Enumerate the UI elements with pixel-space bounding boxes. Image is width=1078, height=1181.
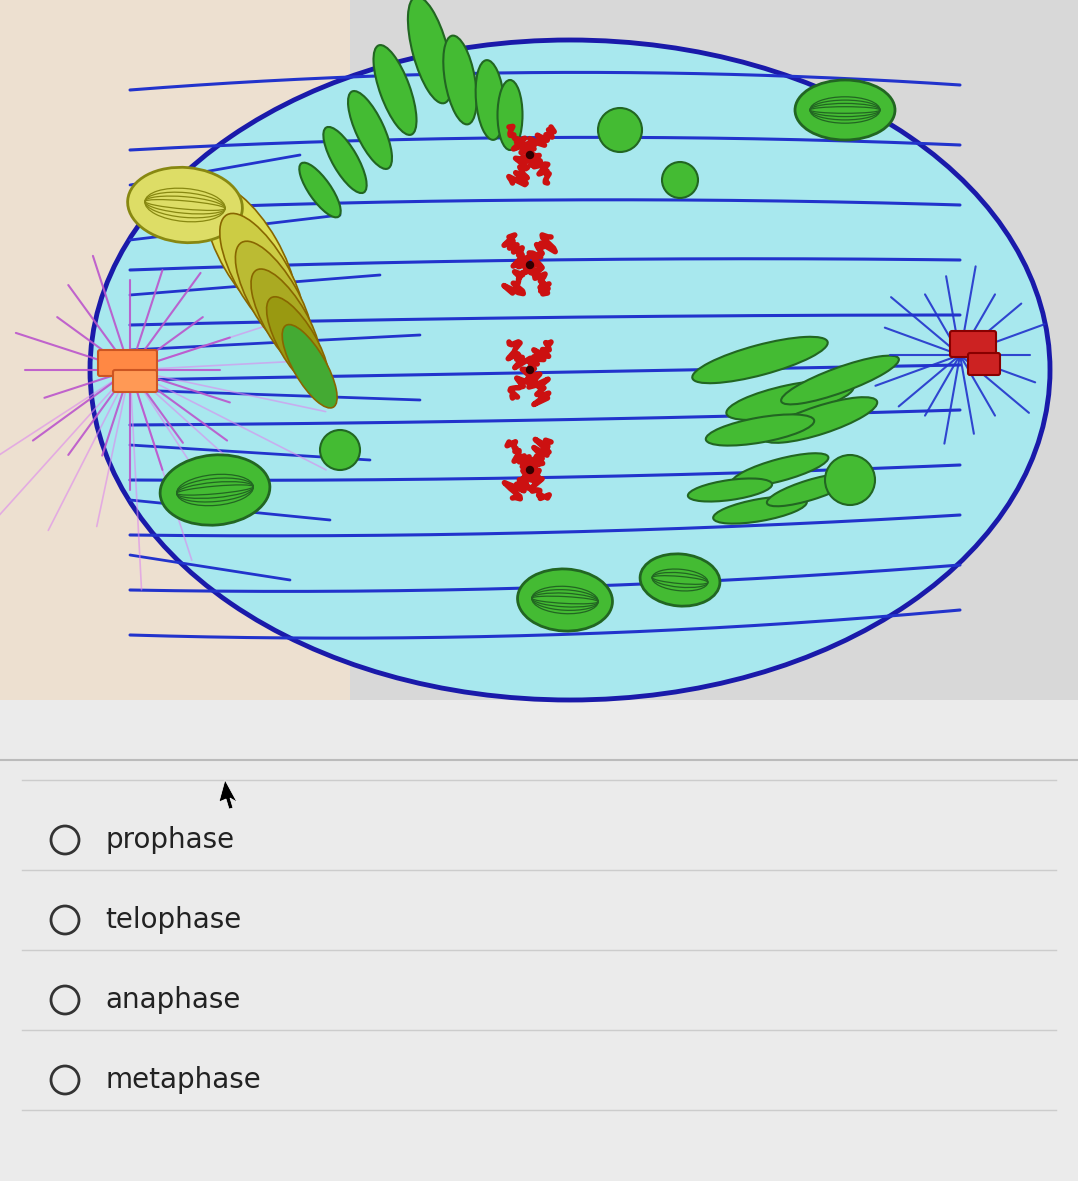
Ellipse shape — [498, 80, 523, 150]
Ellipse shape — [517, 569, 612, 631]
Text: metaphase: metaphase — [105, 1066, 261, 1094]
FancyBboxPatch shape — [968, 353, 1000, 376]
Ellipse shape — [688, 478, 772, 502]
Circle shape — [598, 107, 642, 152]
Ellipse shape — [235, 241, 313, 357]
Ellipse shape — [266, 296, 329, 391]
Text: telophase: telophase — [105, 906, 241, 934]
FancyBboxPatch shape — [950, 331, 996, 357]
Ellipse shape — [706, 415, 814, 445]
Ellipse shape — [348, 91, 392, 169]
Circle shape — [526, 261, 534, 268]
Circle shape — [320, 430, 360, 470]
Bar — [0, 0, 350, 750]
Ellipse shape — [89, 40, 1050, 700]
Ellipse shape — [727, 380, 854, 420]
Ellipse shape — [220, 214, 305, 339]
Ellipse shape — [475, 60, 505, 139]
Ellipse shape — [732, 454, 828, 487]
Ellipse shape — [794, 80, 895, 141]
Text: anaphase: anaphase — [105, 986, 240, 1014]
Circle shape — [526, 151, 534, 158]
Ellipse shape — [782, 355, 899, 404]
Ellipse shape — [204, 185, 296, 322]
FancyBboxPatch shape — [113, 370, 157, 392]
Ellipse shape — [766, 474, 853, 507]
Text: prophase: prophase — [105, 826, 234, 854]
Ellipse shape — [127, 168, 243, 242]
Bar — [0, 700, 1078, 1181]
Ellipse shape — [300, 163, 341, 217]
Ellipse shape — [714, 496, 806, 523]
Ellipse shape — [251, 269, 321, 373]
Circle shape — [526, 366, 534, 373]
Ellipse shape — [373, 45, 416, 135]
Ellipse shape — [443, 35, 476, 124]
Circle shape — [825, 455, 875, 505]
Circle shape — [526, 466, 534, 474]
Ellipse shape — [161, 455, 270, 526]
Ellipse shape — [692, 337, 828, 383]
FancyBboxPatch shape — [98, 350, 157, 376]
Ellipse shape — [282, 325, 337, 407]
Ellipse shape — [407, 0, 452, 103]
Ellipse shape — [640, 554, 720, 606]
Bar — [350, 0, 1078, 750]
Circle shape — [662, 162, 697, 198]
Ellipse shape — [323, 126, 367, 193]
Ellipse shape — [763, 397, 877, 443]
Polygon shape — [219, 779, 237, 809]
